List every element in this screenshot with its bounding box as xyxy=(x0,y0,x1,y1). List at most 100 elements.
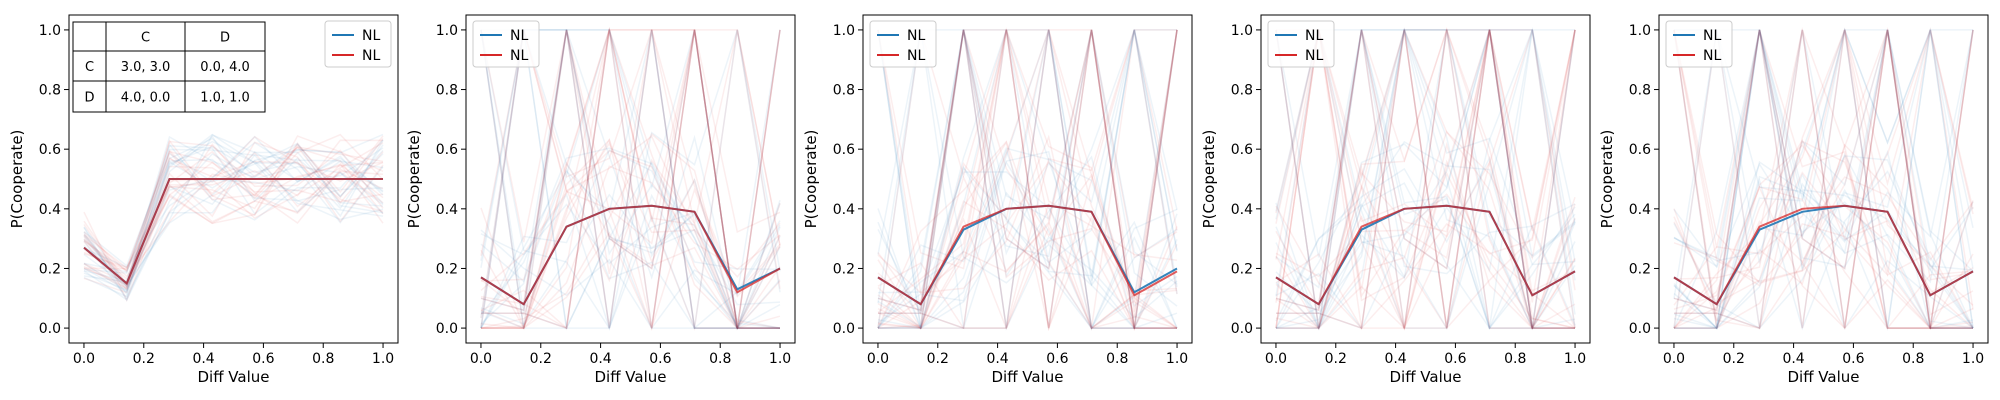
background-run-line xyxy=(480,132,780,329)
background-run-line xyxy=(877,200,1178,330)
y-tick-label: 0.0 xyxy=(833,321,855,337)
background-run-line xyxy=(1673,29,1974,329)
background-run-line xyxy=(480,149,780,329)
background-run-line xyxy=(83,139,384,282)
background-run-line xyxy=(83,151,384,273)
background-run-line xyxy=(481,27,781,332)
x-tick-label: 0.0 xyxy=(867,351,889,367)
y-tick-label: 0.4 xyxy=(1231,202,1253,218)
legend: NL NL xyxy=(869,20,937,68)
legend-label: NL xyxy=(1703,48,1721,64)
background-run-line xyxy=(480,29,781,289)
background-run-line xyxy=(877,29,1178,329)
x-axis-label: Diff Value xyxy=(594,368,666,386)
axes-frame xyxy=(1260,14,1591,344)
y-tick-label: 0.8 xyxy=(436,83,458,99)
y-tick-label: 0.6 xyxy=(1231,142,1253,158)
background-run-line xyxy=(1673,186,1974,329)
y-tick-label: 0.4 xyxy=(833,202,855,218)
x-tick-label: 0.8 xyxy=(1902,351,1924,367)
background-runs xyxy=(83,133,384,302)
background-run-line xyxy=(1276,29,1576,329)
y-tick-label: 0.0 xyxy=(1231,321,1253,337)
background-run-line xyxy=(480,29,781,331)
background-run-line xyxy=(480,29,780,330)
x-axis-label: Diff Value xyxy=(991,368,1063,386)
background-run-line xyxy=(1673,143,1974,323)
background-runs xyxy=(1673,26,1974,331)
background-run-line xyxy=(1275,29,1576,315)
background-run-line xyxy=(480,29,781,330)
background-run-line xyxy=(83,147,384,271)
x-tick-label: 0.8 xyxy=(709,351,731,367)
legend-label: NL xyxy=(1305,28,1323,44)
background-run-line xyxy=(83,134,384,288)
background-run-line xyxy=(1673,29,1974,330)
background-run-line xyxy=(83,133,384,287)
legend-label: NL xyxy=(362,28,380,44)
x-axis-label: Diff Value xyxy=(1389,368,1461,386)
background-run-line xyxy=(1275,29,1576,329)
background-run-line xyxy=(1673,27,1974,284)
x-tick-label: 1.0 xyxy=(769,351,791,367)
background-run-line xyxy=(1275,155,1576,331)
table-cell: 3.0, 3.0 xyxy=(121,60,171,75)
background-run-line xyxy=(877,29,1178,330)
background-run-line xyxy=(878,29,1178,331)
background-run-line xyxy=(877,29,1178,329)
background-run-line xyxy=(878,29,1178,332)
table-cell: 1.0, 1.0 xyxy=(200,91,250,106)
chart-panel-3: 0.0 0.2 0.4 0.6 0.8 1.0 0.0 0.2 0.4 0.6 0.8 1.0 Diff… xyxy=(802,14,1193,386)
x-axis-label: Diff Value xyxy=(197,368,269,386)
background-run-line xyxy=(83,161,384,287)
payoff-table: C D C 3.0, 3.0 0.0, 4.0 D 4.0, 0.0 1.0, 1.0 xyxy=(72,21,266,113)
y-tick-label: 0.2 xyxy=(1231,261,1253,277)
background-run-line xyxy=(83,135,384,291)
background-run-line xyxy=(877,29,1178,329)
background-run-line xyxy=(1673,171,1974,329)
y-tick-label: 0.6 xyxy=(39,142,61,158)
background-run-line xyxy=(877,29,1178,330)
y-tick-label: 0.8 xyxy=(1629,83,1651,99)
background-run-line xyxy=(83,145,384,274)
background-run-line xyxy=(1674,29,1973,329)
legend-label: NL xyxy=(907,48,925,64)
x-tick-label: 0.0 xyxy=(1663,351,1685,367)
background-run-line xyxy=(83,142,384,290)
background-run-line xyxy=(1673,29,1974,330)
background-run-line xyxy=(481,135,780,329)
background-run-line xyxy=(877,217,1178,331)
background-run-line xyxy=(1673,29,1974,329)
background-run-line xyxy=(83,142,384,268)
background-run-line xyxy=(1673,29,1974,306)
background-run-line xyxy=(1275,27,1576,330)
background-run-line xyxy=(877,29,1178,332)
background-run-line xyxy=(1674,29,1973,330)
y-tick-label: 0.6 xyxy=(833,142,855,158)
background-run-line xyxy=(877,29,1178,329)
y-tick-label: 1.0 xyxy=(1629,23,1651,39)
background-run-line xyxy=(480,29,781,329)
background-run-line xyxy=(480,165,781,330)
background-run-line xyxy=(83,152,384,301)
background-run-line xyxy=(1673,27,1974,329)
y-tick-label: 1.0 xyxy=(39,23,61,39)
background-run-line xyxy=(1673,29,1973,329)
background-run-line xyxy=(1673,29,1974,330)
background-run-line xyxy=(1673,155,1974,330)
background-run-line xyxy=(1674,223,1974,330)
x-tick-label: 0.2 xyxy=(927,351,949,367)
background-run-line xyxy=(877,29,1178,270)
background-run-line xyxy=(1673,29,1974,329)
background-run-line xyxy=(1673,29,1974,316)
x-tick-label: 0.2 xyxy=(1325,351,1347,367)
background-run-line xyxy=(1275,29,1576,330)
background-run-line xyxy=(877,29,1178,330)
background-run-line xyxy=(1275,26,1576,330)
background-run-line xyxy=(877,29,1178,330)
background-run-line xyxy=(1275,29,1576,329)
y-tick-label: 0.0 xyxy=(436,321,458,337)
y-tick-label: 0.4 xyxy=(39,202,61,218)
background-run-line xyxy=(1275,29,1576,278)
x-tick-label: 0.6 xyxy=(252,351,274,367)
